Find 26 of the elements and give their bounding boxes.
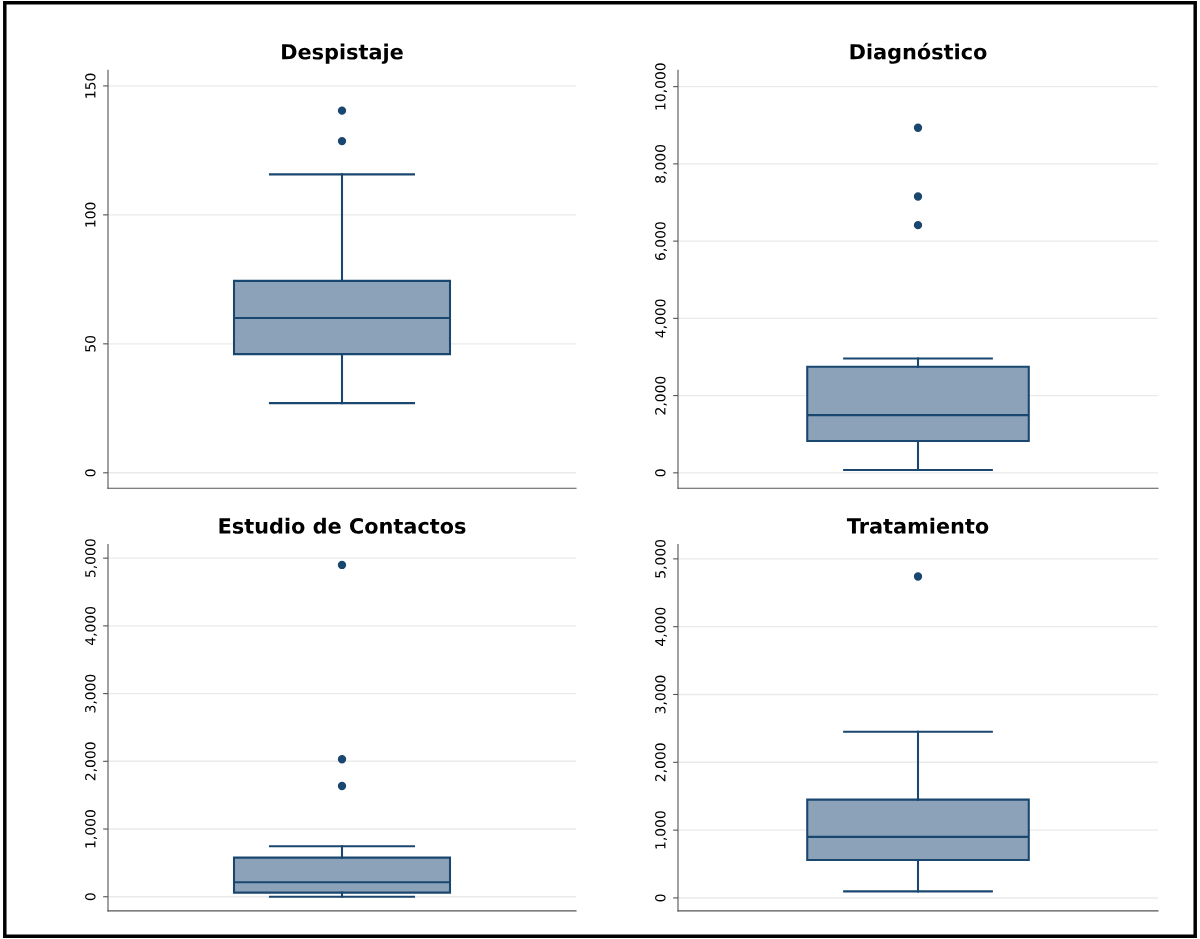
y-tick-label: 8,000 [655, 144, 667, 183]
y-tick-label: 2,000 [655, 743, 667, 782]
y-tick-label: 2,000 [655, 376, 667, 415]
y-tick-label: 0 [85, 469, 96, 477]
y-tick-label: 0 [655, 469, 666, 477]
chart-title: Estudio de Contactos [219, 517, 466, 534]
y-tick-label: 2,000 [85, 742, 97, 781]
y-tick-label: 50 [85, 335, 96, 352]
y-tick-label: 5,000 [85, 539, 97, 577]
y-tick-label: 4,000 [655, 607, 667, 646]
y-tick-label: 1,000 [85, 810, 97, 848]
chart-title: Despistaje [282, 43, 403, 64]
y-tick-label: 1,000 [655, 811, 667, 849]
y-tick-label: 3,000 [655, 675, 667, 714]
y-tick-label: 10,000 [655, 63, 667, 110]
y-tick-label: 3,000 [85, 674, 97, 713]
chart-title: Tratamiento [846, 517, 989, 534]
y-tick-label: 0 [655, 894, 666, 902]
y-tick-label: 6,000 [655, 222, 667, 261]
y-tick-label: 5,000 [655, 539, 667, 578]
y-tick-label: 0 [85, 893, 96, 901]
y-tick-label: 4,000 [655, 299, 667, 338]
chart-title: Diagnóstico [850, 42, 987, 64]
y-tick-label: 150 [85, 73, 96, 98]
y-tick-label: 100 [85, 202, 96, 227]
y-tick-label: 4,000 [85, 606, 97, 646]
